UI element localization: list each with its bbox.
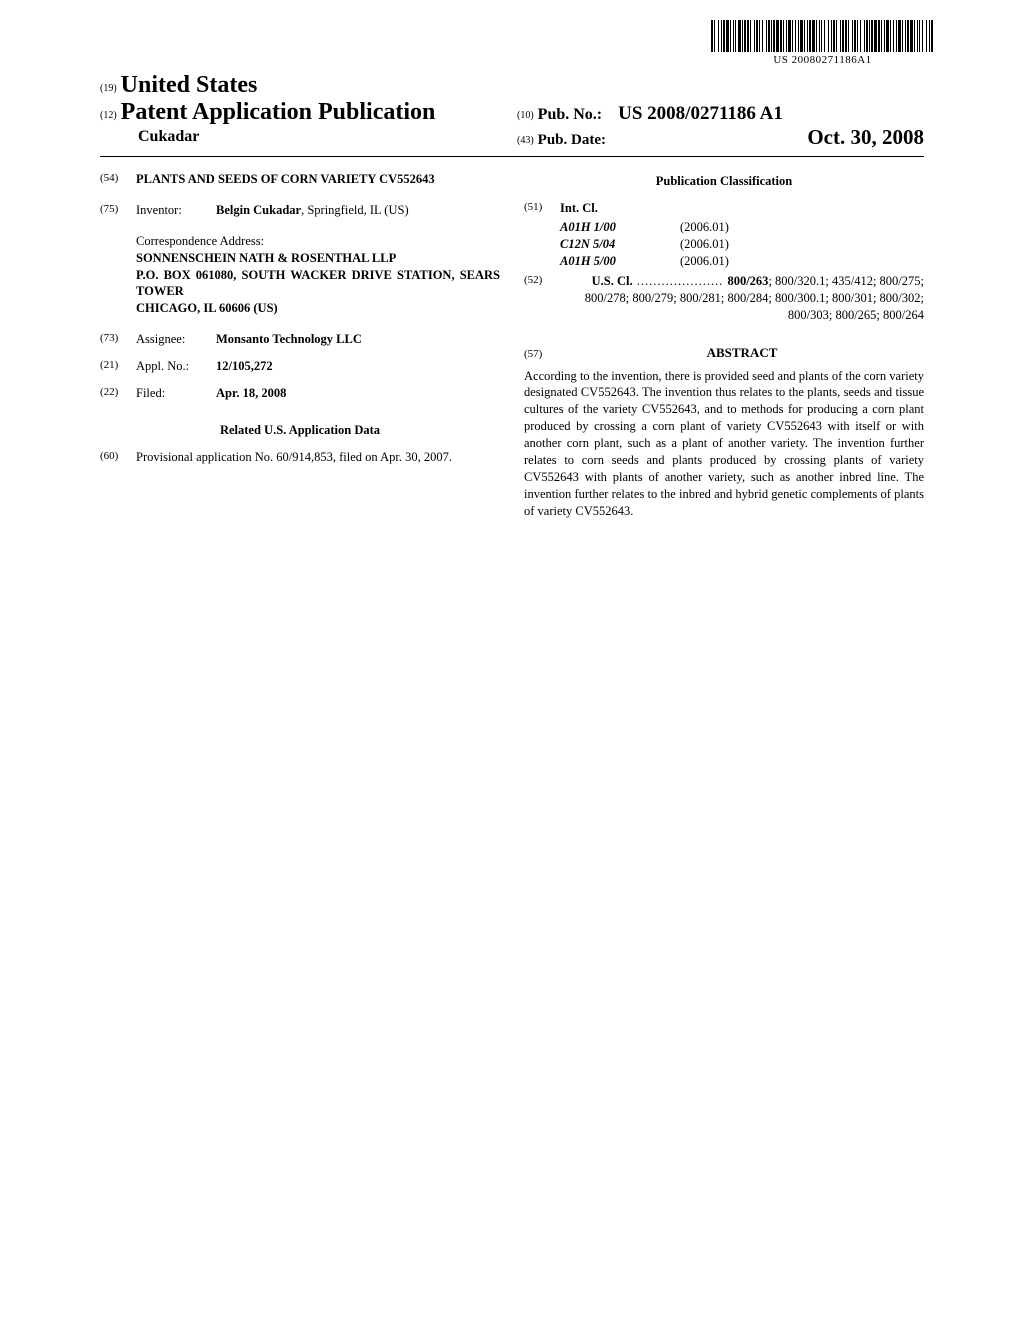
pubdate-label: Pub. Date: bbox=[538, 132, 606, 148]
country-inid: (19) bbox=[100, 83, 117, 94]
kind-block: (12) Patent Application Publication Cuka… bbox=[100, 99, 507, 146]
intcl-field: (51) Int. Cl. bbox=[524, 200, 924, 217]
intcl-row-2: A01H 5/00 (2006.01) bbox=[524, 253, 924, 270]
filed-inid: (22) bbox=[100, 385, 136, 402]
corr-line1: SONNENSCHEIN NATH & ROSENTHAL LLP bbox=[136, 250, 500, 267]
inventor-field: (75) Inventor: Belgin Cukadar, Springfie… bbox=[100, 202, 500, 219]
uscl-value: U.S. Cl.800/263; 800/320.1; 435/412; 800… bbox=[560, 273, 924, 324]
prov-text: Provisional application No. 60/914,853, … bbox=[136, 449, 500, 466]
pubdate-line: (43) Pub. Date: Oct. 30, 2008 bbox=[517, 125, 924, 150]
barcode-number: US 20080271186A1 bbox=[711, 54, 934, 66]
inventor-name: Belgin Cukadar bbox=[216, 203, 301, 217]
pubno-line: (10) Pub. No.: US 2008/0271186 A1 bbox=[517, 103, 924, 125]
intcl-ver-0: (2006.01) bbox=[680, 219, 729, 236]
country-line: (19) United States bbox=[100, 72, 924, 99]
pubdate-left: (43) Pub. Date: bbox=[517, 131, 606, 149]
inventor-inid: (75) bbox=[100, 202, 136, 219]
abstract-text: According to the invention, there is pro… bbox=[524, 368, 924, 520]
inventor-surname: Cukadar bbox=[138, 128, 507, 146]
abstract-head: ABSTRACT bbox=[560, 344, 924, 362]
corr-line2: P.O. BOX 061080, SOUTH WACKER DRIVE STAT… bbox=[136, 267, 500, 301]
prov-inid: (60) bbox=[100, 449, 136, 466]
barcode-bars bbox=[711, 20, 934, 52]
kind-pub-row: (12) Patent Application Publication Cuka… bbox=[100, 99, 924, 150]
filed-field: (22) Filed: Apr. 18, 2008 bbox=[100, 385, 500, 402]
assignee-field: (73) Assignee: Monsanto Technology LLC bbox=[100, 331, 500, 348]
abstract-head-row: (57) ABSTRACT bbox=[524, 334, 924, 368]
inventor-value: Belgin Cukadar, Springfield, IL (US) bbox=[216, 202, 500, 219]
assignee-value: Monsanto Technology LLC bbox=[216, 331, 500, 348]
corr-label: Correspondence Address: bbox=[136, 233, 500, 250]
intcl-code-1: C12N 5/04 bbox=[560, 236, 680, 253]
pub-block: (10) Pub. No.: US 2008/0271186 A1 (43) P… bbox=[507, 103, 924, 150]
patent-page: US 20080271186A1 (19) United States (12)… bbox=[0, 0, 1024, 559]
doc-kind: Patent Application Publication bbox=[121, 99, 436, 125]
uscl-lead: 800/263 bbox=[727, 274, 768, 288]
abstract-inid: (57) bbox=[524, 347, 560, 362]
title-field: (54) PLANTS AND SEEDS OF CORN VARIETY CV… bbox=[100, 171, 500, 188]
left-column: (54) PLANTS AND SEEDS OF CORN VARIETY CV… bbox=[100, 171, 500, 519]
body-columns: (54) PLANTS AND SEEDS OF CORN VARIETY CV… bbox=[100, 171, 924, 519]
provisional-field: (60) Provisional application No. 60/914,… bbox=[100, 449, 500, 466]
intcl-ver-2: (2006.01) bbox=[680, 253, 729, 270]
uscl-field: (52) U.S. Cl.800/263; 800/320.1; 435/412… bbox=[524, 273, 924, 324]
applno-value: 12/105,272 bbox=[216, 358, 500, 375]
intcl-inid: (51) bbox=[524, 200, 560, 217]
barcode: US 20080271186A1 bbox=[711, 20, 934, 66]
uscl-label: U.S. Cl. bbox=[592, 274, 633, 288]
barcode-region: US 20080271186A1 bbox=[100, 20, 934, 68]
header: (19) United States (12) Patent Applicati… bbox=[100, 72, 924, 150]
pubdate-value: Oct. 30, 2008 bbox=[807, 125, 924, 150]
related-app-head: Related U.S. Application Data bbox=[100, 422, 500, 439]
pubno-value: US 2008/0271186 A1 bbox=[618, 103, 783, 124]
invention-title: PLANTS AND SEEDS OF CORN VARIETY CV55264… bbox=[136, 171, 500, 188]
title-inid: (54) bbox=[100, 171, 136, 188]
right-column: Publication Classification (51) Int. Cl.… bbox=[524, 171, 924, 519]
pubno-label: Pub. No.: bbox=[538, 106, 602, 123]
intcl-code-2: A01H 5/00 bbox=[560, 253, 680, 270]
filed-value: Apr. 18, 2008 bbox=[216, 385, 500, 402]
assignee-inid: (73) bbox=[100, 331, 136, 348]
intcl-ver-1: (2006.01) bbox=[680, 236, 729, 253]
uscl-inid: (52) bbox=[524, 273, 560, 324]
country-name: United States bbox=[121, 72, 258, 98]
pubclass-head: Publication Classification bbox=[524, 173, 924, 190]
intcl-row-1: C12N 5/04 (2006.01) bbox=[524, 236, 924, 253]
intcl-label: Int. Cl. bbox=[560, 200, 924, 217]
intcl-code-0: A01H 1/00 bbox=[560, 219, 680, 236]
correspondence-address: Correspondence Address: SONNENSCHEIN NAT… bbox=[136, 233, 500, 317]
inventor-loc: , Springfield, IL (US) bbox=[301, 203, 409, 217]
applno-label: Appl. No.: bbox=[136, 358, 216, 375]
intcl-row-0: A01H 1/00 (2006.01) bbox=[524, 219, 924, 236]
corr-line3: CHICAGO, IL 60606 (US) bbox=[136, 300, 500, 317]
applno-inid: (21) bbox=[100, 358, 136, 375]
assignee-label: Assignee: bbox=[136, 331, 216, 348]
filed-label: Filed: bbox=[136, 385, 216, 402]
header-rule bbox=[100, 156, 924, 157]
pubdate-inid: (43) bbox=[517, 135, 534, 146]
applno-field: (21) Appl. No.: 12/105,272 bbox=[100, 358, 500, 375]
pubno-inid: (10) bbox=[517, 110, 534, 121]
inventor-label: Inventor: bbox=[136, 202, 216, 219]
kind-inid: (12) bbox=[100, 110, 117, 121]
uscl-dots bbox=[633, 274, 728, 288]
